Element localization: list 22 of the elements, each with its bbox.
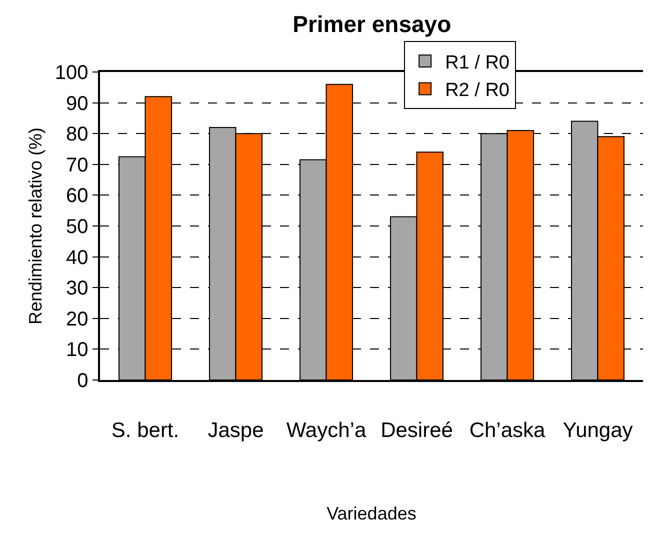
x-tick-label: Jaspe <box>208 418 264 442</box>
x-axis-title: Variedades <box>326 504 416 524</box>
y-tick-label: 20 <box>66 308 88 330</box>
x-tick-label: S. bert. <box>111 418 180 442</box>
y-tick-label: 80 <box>66 124 88 146</box>
y-tick-label: 10 <box>66 339 88 362</box>
y-tick-label: 60 <box>66 185 88 208</box>
y-tick-label: 0 <box>77 370 88 392</box>
x-tick-label: Waych’a <box>286 418 366 442</box>
y-tick-label: 50 <box>66 216 88 238</box>
x-tick-label: Yungay <box>562 418 634 442</box>
y-tick-label: 40 <box>66 246 88 269</box>
x-tick-label: Ch’aska <box>469 418 546 442</box>
y-tick-label: 70 <box>66 154 88 176</box>
y-tick-label: 90 <box>66 92 88 115</box>
y-tick-label: 100 <box>54 62 88 84</box>
legend-label: R1 / R0 <box>445 52 510 74</box>
legend-label: R2 / R0 <box>445 80 510 102</box>
y-tick-label: 30 <box>66 278 88 300</box>
x-tick-label: Desireé <box>380 418 453 442</box>
y-axis-title: Rendimiento relativo (%) <box>26 127 46 325</box>
chart-title: Primer ensayo <box>292 11 452 38</box>
